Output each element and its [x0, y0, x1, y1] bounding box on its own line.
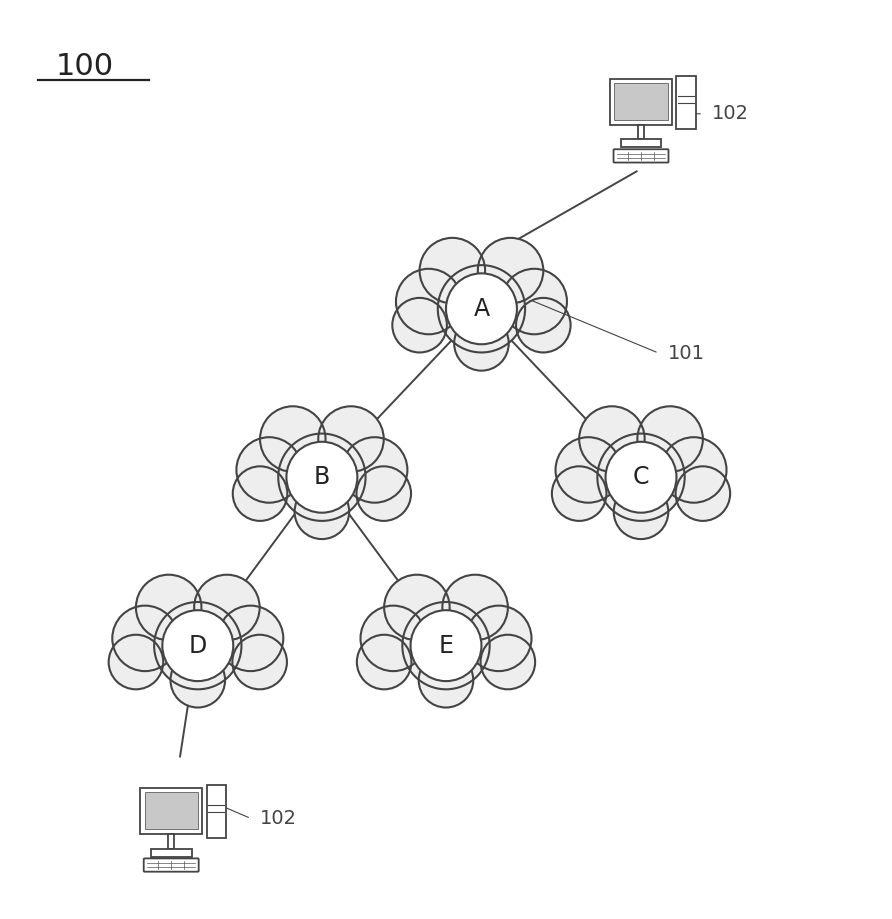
- Bar: [207, 785, 227, 838]
- Circle shape: [396, 268, 461, 335]
- Circle shape: [579, 406, 645, 471]
- Circle shape: [466, 606, 532, 671]
- Circle shape: [419, 238, 485, 303]
- Circle shape: [614, 484, 668, 539]
- Circle shape: [638, 406, 703, 471]
- Circle shape: [360, 606, 426, 671]
- Circle shape: [454, 316, 508, 370]
- Text: E: E: [439, 634, 453, 658]
- Text: 102: 102: [712, 104, 749, 123]
- Circle shape: [442, 574, 508, 641]
- Bar: [145, 792, 198, 829]
- Circle shape: [233, 466, 287, 521]
- Circle shape: [218, 606, 284, 671]
- Circle shape: [516, 298, 571, 353]
- Circle shape: [501, 268, 567, 335]
- Circle shape: [162, 610, 233, 681]
- Circle shape: [170, 652, 225, 708]
- Circle shape: [384, 574, 450, 641]
- Circle shape: [410, 610, 482, 681]
- Circle shape: [136, 574, 202, 641]
- Circle shape: [357, 635, 411, 689]
- Circle shape: [342, 437, 408, 503]
- Bar: [638, 125, 644, 140]
- Text: 100: 100: [56, 51, 114, 81]
- Bar: [151, 848, 192, 857]
- Circle shape: [661, 437, 726, 503]
- Circle shape: [478, 238, 543, 303]
- Circle shape: [278, 434, 366, 521]
- Circle shape: [109, 635, 163, 689]
- Circle shape: [357, 466, 411, 521]
- Circle shape: [438, 266, 525, 353]
- Circle shape: [552, 466, 607, 521]
- Circle shape: [260, 406, 326, 471]
- Circle shape: [556, 437, 621, 503]
- Circle shape: [481, 635, 535, 689]
- Bar: [168, 834, 174, 848]
- Circle shape: [606, 442, 676, 513]
- Circle shape: [418, 652, 474, 708]
- Bar: [615, 83, 667, 120]
- Circle shape: [294, 484, 349, 539]
- Bar: [140, 789, 202, 834]
- Circle shape: [112, 606, 178, 671]
- Bar: [676, 75, 696, 129]
- Circle shape: [402, 602, 490, 689]
- Text: B: B: [314, 465, 330, 489]
- Bar: [621, 140, 661, 147]
- Text: 102: 102: [260, 809, 297, 828]
- Circle shape: [675, 466, 731, 521]
- Bar: [610, 79, 672, 125]
- Circle shape: [286, 442, 358, 513]
- FancyBboxPatch shape: [144, 858, 199, 872]
- Text: C: C: [632, 465, 649, 489]
- Circle shape: [392, 298, 447, 353]
- Text: D: D: [189, 634, 207, 658]
- Circle shape: [598, 434, 685, 521]
- Circle shape: [236, 437, 301, 503]
- Circle shape: [154, 602, 242, 689]
- FancyBboxPatch shape: [614, 149, 668, 163]
- Circle shape: [446, 273, 517, 345]
- Text: A: A: [474, 297, 490, 321]
- Circle shape: [318, 406, 384, 471]
- Text: 101: 101: [667, 344, 705, 363]
- Circle shape: [232, 635, 287, 689]
- Circle shape: [194, 574, 260, 641]
